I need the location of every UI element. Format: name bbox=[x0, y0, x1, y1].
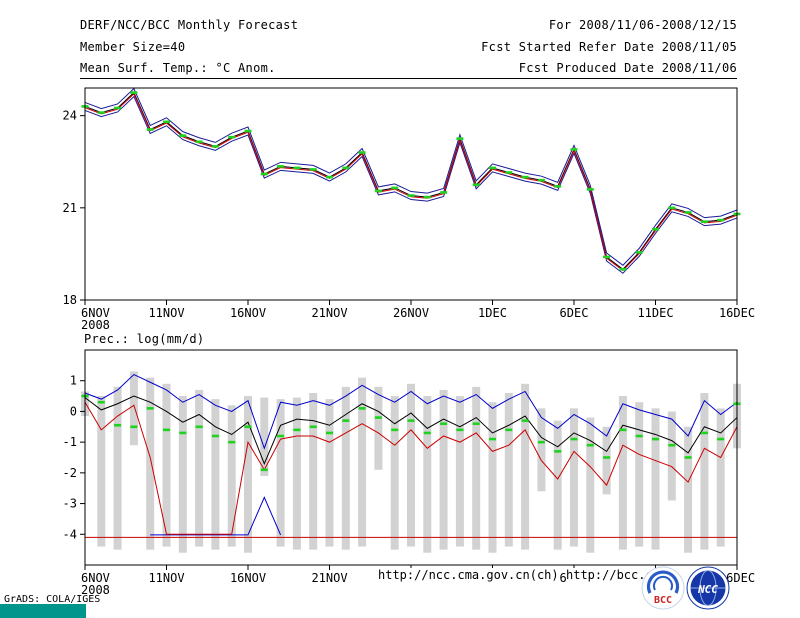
x-tick-label: 16NOV bbox=[230, 306, 266, 320]
y-tick-label: -3 bbox=[63, 497, 77, 511]
series-member-envelope-upper bbox=[84, 87, 738, 266]
x-axis-year-label: 2008 bbox=[81, 583, 110, 597]
y-tick-label: 21 bbox=[63, 201, 77, 215]
plot-frame bbox=[84, 87, 738, 301]
ncc-logo: NCC bbox=[686, 566, 730, 610]
bcc-url-text: http://bcc.c bbox=[566, 568, 653, 582]
series-member-max bbox=[84, 373, 738, 450]
x-tick-label: 6NOV bbox=[81, 306, 110, 320]
x-tick-label: 21NOV bbox=[311, 571, 347, 585]
x-tick-label: 16DEC bbox=[719, 306, 755, 320]
x-tick-label: 11DEC bbox=[637, 306, 673, 320]
member-min-floor-segment bbox=[150, 496, 282, 536]
ncc-logo-text: NCC bbox=[697, 583, 718, 596]
bcc-logo-outer-arc bbox=[646, 570, 680, 594]
series-member-min bbox=[84, 401, 738, 535]
y-tick-label: 18 bbox=[63, 293, 77, 307]
x-tick-label: 21NOV bbox=[311, 306, 347, 320]
y-tick-label: -1 bbox=[63, 435, 77, 449]
series-control-run bbox=[84, 92, 738, 272]
y-tick-label: -2 bbox=[63, 466, 77, 480]
daily-green-markers bbox=[81, 91, 741, 271]
x-tick-label: 6DEC bbox=[560, 306, 589, 320]
header-divider bbox=[80, 78, 737, 79]
y-tick-label: 0 bbox=[70, 404, 77, 418]
series-ensemble-mean bbox=[84, 395, 738, 465]
grads-credit: GrADS: COLA/IGES bbox=[4, 594, 101, 605]
y-tick-label: 24 bbox=[63, 109, 77, 123]
refer-date-label: Fcst Started Refer Date 2008/11/05 bbox=[481, 40, 737, 54]
x-axis-year-label: 2008 bbox=[81, 318, 110, 332]
x-tick-label: 16NOV bbox=[230, 571, 266, 585]
ncc-url-text: http://ncc.cma.gov.cn(ch) bbox=[378, 568, 559, 582]
x-tick-label: 1DEC bbox=[478, 306, 507, 320]
x-tick-label: 26NOV bbox=[393, 306, 429, 320]
forecast-period-label: For 2008/11/06-2008/12/15 bbox=[548, 18, 737, 32]
page-title: DERF/NCC/BCC Monthly Forecast bbox=[80, 18, 299, 32]
member-size-label: Member Size=40 bbox=[80, 40, 186, 54]
y-tick-label: -4 bbox=[63, 527, 77, 541]
bcc-logo-inner-arc bbox=[653, 575, 673, 591]
series-member-envelope-lower bbox=[84, 95, 738, 274]
produced-date-label: Fcst Produced Date 2008/11/06 bbox=[518, 61, 737, 75]
x-tick-label: 11NOV bbox=[148, 571, 184, 585]
x-tick-label: 6NOV bbox=[81, 571, 110, 585]
temperature-chart-title: Mean Surf. Temp.: °C Anom. bbox=[80, 61, 276, 75]
y-tick-label: 1 bbox=[70, 374, 77, 388]
member-spread-bar bbox=[81, 371, 741, 553]
precipitation-chart-title: Prec.: log(mm/d) bbox=[84, 332, 205, 346]
series-ensemble-mean bbox=[84, 91, 738, 270]
precipitation-chart: -4-3-2-1016NOV200811NOV16NOV21NOV26NOV1D… bbox=[63, 349, 755, 597]
bcc-logo-text: BCC bbox=[654, 595, 672, 606]
teal-strip bbox=[0, 604, 86, 618]
bcc-logo: BCC bbox=[641, 566, 685, 610]
x-tick-label: 11NOV bbox=[148, 306, 184, 320]
